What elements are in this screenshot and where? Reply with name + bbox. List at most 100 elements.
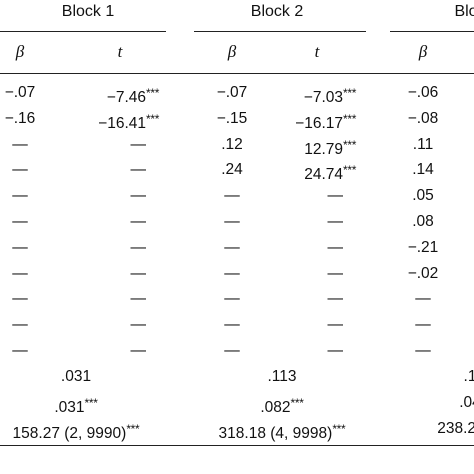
beta-value: —: [12, 136, 28, 153]
bottom-rule: [0, 445, 474, 446]
beta-value: −.07: [216, 84, 248, 101]
beta-value: —: [12, 239, 28, 256]
beta-value: —: [224, 187, 240, 204]
significance-marker: ***: [332, 422, 346, 436]
summary-value: .113: [172, 368, 392, 386]
beta-value: —: [12, 316, 28, 333]
beta-value: −.07: [4, 84, 36, 101]
t-number: 24.74: [304, 166, 343, 183]
beta-value: —: [12, 213, 28, 230]
beta-value: —: [224, 290, 240, 307]
t-value: —: [60, 342, 170, 360]
beta-value: —: [415, 342, 431, 359]
t-value: —: [257, 290, 367, 308]
t-value: −16.41***: [60, 110, 170, 133]
beta-value: .05: [412, 187, 434, 204]
t-number: —: [130, 290, 147, 307]
t-number: −16.17: [295, 115, 343, 132]
t-number: —: [327, 316, 344, 333]
beta-value: —: [12, 187, 28, 204]
beta-header-1: β: [15, 42, 25, 61]
summary-value: .031***: [0, 394, 186, 417]
t-number: —: [327, 187, 344, 204]
beta-value: −.15: [216, 110, 248, 127]
beta-value: .24: [221, 161, 243, 178]
t-value: —: [60, 316, 170, 334]
summary-number: .031: [54, 399, 85, 416]
beta-header-3: β: [418, 42, 428, 61]
t-number: —: [130, 136, 147, 153]
t-value: —: [257, 316, 367, 334]
summary-number: .113: [267, 368, 297, 385]
summary-number: .031: [60, 368, 92, 385]
beta-value: −.06: [407, 84, 439, 101]
beta-value: —: [224, 213, 240, 230]
summary-value: .031: [0, 368, 186, 386]
block-header-rule-1: [0, 31, 166, 32]
beta-value: —: [224, 265, 240, 282]
t-value: —: [257, 239, 367, 257]
beta-value: .08: [412, 213, 434, 230]
significance-marker: ***: [126, 422, 140, 436]
t-value: —: [257, 265, 367, 283]
beta-value: −.08: [407, 110, 439, 127]
beta-header-2: β: [227, 42, 237, 61]
summary-number: .082: [260, 399, 291, 416]
block-header-3: Bloc: [454, 3, 474, 20]
significance-marker: ***: [343, 86, 357, 100]
t-value: —: [60, 213, 170, 231]
significance-marker: ***: [84, 396, 98, 410]
t-value: −7.03***: [257, 84, 367, 107]
t-number: —: [130, 239, 147, 256]
t-header-2: t: [314, 42, 320, 61]
t-value: −7.46***: [60, 84, 170, 107]
t-value: —: [257, 213, 367, 231]
t-number: —: [130, 265, 147, 282]
t-number: —: [327, 213, 344, 230]
t-value: −16.17***: [257, 110, 367, 133]
t-value: —: [257, 187, 367, 205]
t-value: —: [60, 290, 170, 308]
t-number: —: [327, 265, 344, 282]
significance-marker: ***: [343, 163, 357, 177]
beta-value: —: [415, 316, 431, 333]
t-number: —: [130, 213, 147, 230]
t-number: −7.46: [106, 89, 146, 106]
beta-value: —: [224, 316, 240, 333]
subheader-rule: [0, 73, 474, 74]
t-value: —: [257, 342, 367, 360]
beta-value: —: [224, 342, 240, 359]
t-number: —: [327, 342, 344, 359]
significance-marker: ***: [146, 112, 160, 126]
summary-value: .04: [360, 394, 474, 412]
summary-number: 318.18 (4, 9998): [218, 425, 333, 442]
t-value: —: [60, 187, 170, 205]
beta-value: —: [12, 265, 28, 282]
summary-number: .04: [459, 394, 474, 411]
t-number: —: [130, 316, 147, 333]
summary-number: 238.28 (8: [437, 420, 474, 437]
summary-value: .1: [360, 368, 474, 386]
beta-value: —: [12, 342, 28, 359]
beta-value: −.16: [4, 110, 36, 127]
t-number: —: [327, 239, 344, 256]
summary-value: .082***: [172, 394, 392, 417]
beta-value: —: [224, 239, 240, 256]
t-number: 12.79: [304, 141, 343, 158]
t-value: —: [60, 136, 170, 154]
t-value: —: [60, 161, 170, 179]
significance-marker: ***: [343, 112, 357, 126]
summary-number: 158.27 (2, 9990): [12, 425, 127, 442]
significance-marker: ***: [343, 138, 357, 152]
beta-value: .14: [412, 161, 434, 178]
beta-value: .11: [412, 136, 434, 153]
t-value: 24.74***: [257, 161, 367, 184]
t-number: −16.41: [98, 115, 146, 132]
t-number: —: [130, 161, 147, 178]
beta-value: —: [12, 161, 28, 178]
t-number: —: [130, 342, 147, 359]
beta-value: −.21: [407, 239, 439, 256]
beta-value: .12: [221, 136, 243, 153]
significance-marker: ***: [290, 396, 304, 410]
significance-marker: ***: [146, 86, 160, 100]
